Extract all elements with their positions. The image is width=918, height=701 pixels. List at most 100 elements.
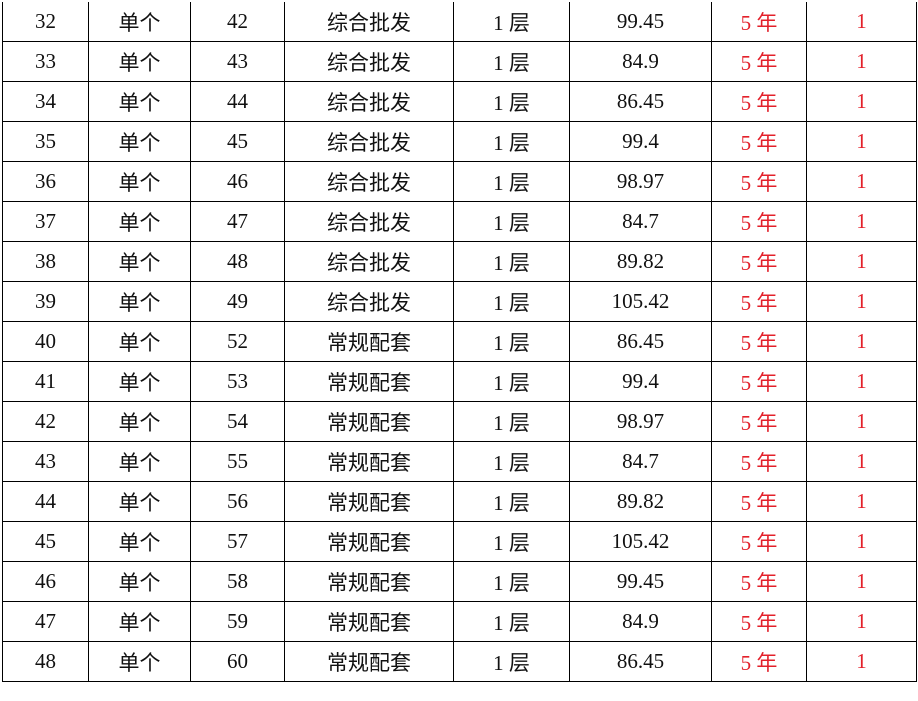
area-cell: 84.9 <box>569 601 712 642</box>
usage-type-cell: 常规配套 <box>284 481 454 522</box>
usage-type-cell: 常规配套 <box>284 361 454 402</box>
usage-type-cell: 综合批发 <box>284 161 454 202</box>
unit-type-cell: 单个 <box>88 281 191 322</box>
floor-cell: 1 层 <box>453 401 570 442</box>
lease-term-cell: 5 年 <box>711 601 807 642</box>
quantity-cell: 1 <box>806 201 917 242</box>
lease-term-cell: 5 年 <box>711 281 807 322</box>
row-number-cell: 46 <box>2 561 89 602</box>
floor-cell: 1 层 <box>453 2 570 42</box>
unit-type-cell: 单个 <box>88 321 191 362</box>
usage-type-cell: 常规配套 <box>284 321 454 362</box>
quantity-cell: 1 <box>806 641 917 682</box>
quantity-cell: 1 <box>806 401 917 442</box>
quantity-cell: 1 <box>806 161 917 202</box>
usage-type-cell: 综合批发 <box>284 241 454 282</box>
quantity-cell: 1 <box>806 481 917 522</box>
area-cell: 89.82 <box>569 241 712 282</box>
unit-number-cell: 49 <box>190 281 285 322</box>
unit-number-cell: 54 <box>190 401 285 442</box>
lease-term-cell: 5 年 <box>711 521 807 562</box>
row-number-cell: 40 <box>2 321 89 362</box>
floor-cell: 1 层 <box>453 521 570 562</box>
quantity-cell: 1 <box>806 41 917 82</box>
floor-cell: 1 层 <box>453 241 570 282</box>
quantity-cell: 1 <box>806 521 917 562</box>
unit-number-cell: 47 <box>190 201 285 242</box>
unit-type-cell: 单个 <box>88 81 191 122</box>
lease-term-cell: 5 年 <box>711 561 807 602</box>
quantity-cell: 1 <box>806 441 917 482</box>
row-number-cell: 43 <box>2 441 89 482</box>
lease-term-cell: 5 年 <box>711 41 807 82</box>
floor-cell: 1 层 <box>453 561 570 602</box>
area-cell: 99.4 <box>569 121 712 162</box>
lease-term-cell: 5 年 <box>711 441 807 482</box>
area-cell: 86.45 <box>569 81 712 122</box>
row-number-cell: 35 <box>2 121 89 162</box>
lease-term-cell: 5 年 <box>711 641 807 682</box>
unit-type-cell: 单个 <box>88 641 191 682</box>
quantity-cell: 1 <box>806 601 917 642</box>
unit-type-cell: 单个 <box>88 201 191 242</box>
lease-term-cell: 5 年 <box>711 481 807 522</box>
usage-type-cell: 综合批发 <box>284 201 454 242</box>
unit-number-cell: 42 <box>190 2 285 42</box>
unit-type-cell: 单个 <box>88 441 191 482</box>
area-cell: 98.97 <box>569 401 712 442</box>
quantity-cell: 1 <box>806 81 917 122</box>
unit-type-cell: 单个 <box>88 361 191 402</box>
area-cell: 99.45 <box>569 561 712 602</box>
unit-type-cell: 单个 <box>88 41 191 82</box>
unit-number-cell: 55 <box>190 441 285 482</box>
unit-type-cell: 单个 <box>88 161 191 202</box>
usage-type-cell: 常规配套 <box>284 401 454 442</box>
data-table: 32 单个 42 综合批发 1 层 99.45 5 年 1 33 单个 43 综合批发 1 层 84.9 5… <box>2 2 917 682</box>
lease-term-cell: 5 年 <box>711 2 807 42</box>
floor-cell: 1 层 <box>453 281 570 322</box>
row-number-cell: 41 <box>2 361 89 402</box>
lease-term-cell: 5 年 <box>711 201 807 242</box>
usage-type-cell: 综合批发 <box>284 121 454 162</box>
unit-type-cell: 单个 <box>88 241 191 282</box>
floor-cell: 1 层 <box>453 601 570 642</box>
lease-term-cell: 5 年 <box>711 241 807 282</box>
usage-type-cell: 综合批发 <box>284 2 454 42</box>
area-cell: 99.4 <box>569 361 712 402</box>
row-number-cell: 37 <box>2 201 89 242</box>
area-cell: 98.97 <box>569 161 712 202</box>
usage-type-cell: 常规配套 <box>284 561 454 602</box>
quantity-cell: 1 <box>806 241 917 282</box>
usage-type-cell: 常规配套 <box>284 441 454 482</box>
unit-number-cell: 52 <box>190 321 285 362</box>
floor-cell: 1 层 <box>453 121 570 162</box>
row-number-cell: 42 <box>2 401 89 442</box>
lease-term-cell: 5 年 <box>711 81 807 122</box>
row-number-cell: 48 <box>2 641 89 682</box>
row-number-cell: 39 <box>2 281 89 322</box>
quantity-cell: 1 <box>806 321 917 362</box>
area-cell: 84.7 <box>569 201 712 242</box>
unit-number-cell: 43 <box>190 41 285 82</box>
area-cell: 84.7 <box>569 441 712 482</box>
unit-number-cell: 58 <box>190 561 285 602</box>
unit-number-cell: 53 <box>190 361 285 402</box>
unit-type-cell: 单个 <box>88 2 191 42</box>
row-number-cell: 32 <box>2 2 89 42</box>
area-cell: 105.42 <box>569 521 712 562</box>
floor-cell: 1 层 <box>453 201 570 242</box>
row-number-cell: 45 <box>2 521 89 562</box>
floor-cell: 1 层 <box>453 641 570 682</box>
quantity-cell: 1 <box>806 361 917 402</box>
